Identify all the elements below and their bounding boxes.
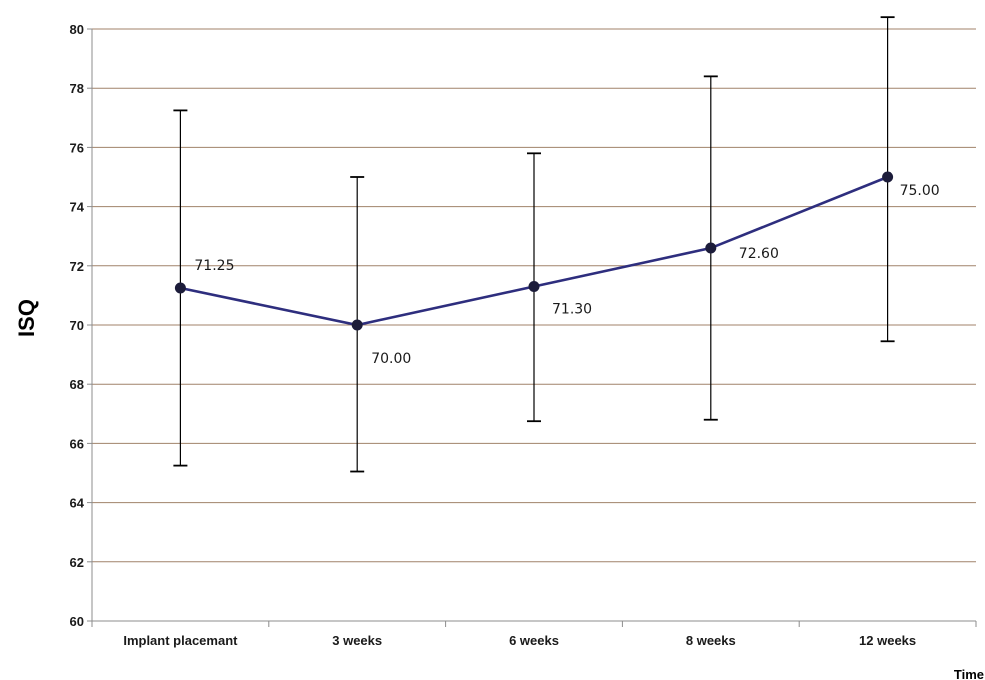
y-tick-label: 66 [70, 436, 84, 451]
x-axis-label: Time [954, 667, 984, 680]
data-point [528, 281, 540, 293]
data-point [882, 171, 894, 183]
data-point [351, 319, 363, 331]
data-label: 71.30 [552, 302, 592, 318]
y-tick-label: 74 [70, 200, 85, 215]
y-tick-label: 80 [70, 22, 84, 37]
x-category-label: 3 weeks [332, 633, 382, 648]
data-label: 70.00 [371, 351, 411, 367]
y-tick-label: 68 [70, 377, 84, 392]
y-tick-label: 70 [70, 318, 84, 333]
error-bars [173, 16, 895, 473]
data-point [174, 282, 186, 294]
x-category-label: 8 weeks [686, 633, 736, 648]
data-label: 75.00 [900, 183, 940, 199]
x-category-label: 12 weeks [859, 633, 916, 648]
y-tick-labels: 60 62 64 66 68 70 72 74 76 78 80 [70, 22, 85, 629]
data-label: 71.25 [194, 258, 234, 274]
y-tick-label: 60 [70, 614, 84, 629]
x-category-labels: Implant placemant 3 weeks 6 weeks 8 weeks 12… [123, 633, 916, 648]
y-tick-label: 72 [70, 259, 84, 274]
y-tick-label: 78 [70, 81, 84, 96]
y-tick-label: 76 [70, 140, 84, 155]
x-category-label: 6 weeks [509, 633, 559, 648]
y-axis-label: ISQ [14, 299, 39, 337]
data-label: 72.60 [739, 246, 779, 262]
data-labels: 71.25 70.00 71.30 72.60 75.00 [194, 183, 939, 367]
data-point [705, 242, 717, 254]
axes [87, 28, 977, 627]
y-tick-label: 64 [70, 496, 85, 511]
x-category-label: Implant placemant [123, 633, 238, 648]
y-tick-label: 62 [70, 555, 84, 570]
data-points [174, 171, 894, 331]
